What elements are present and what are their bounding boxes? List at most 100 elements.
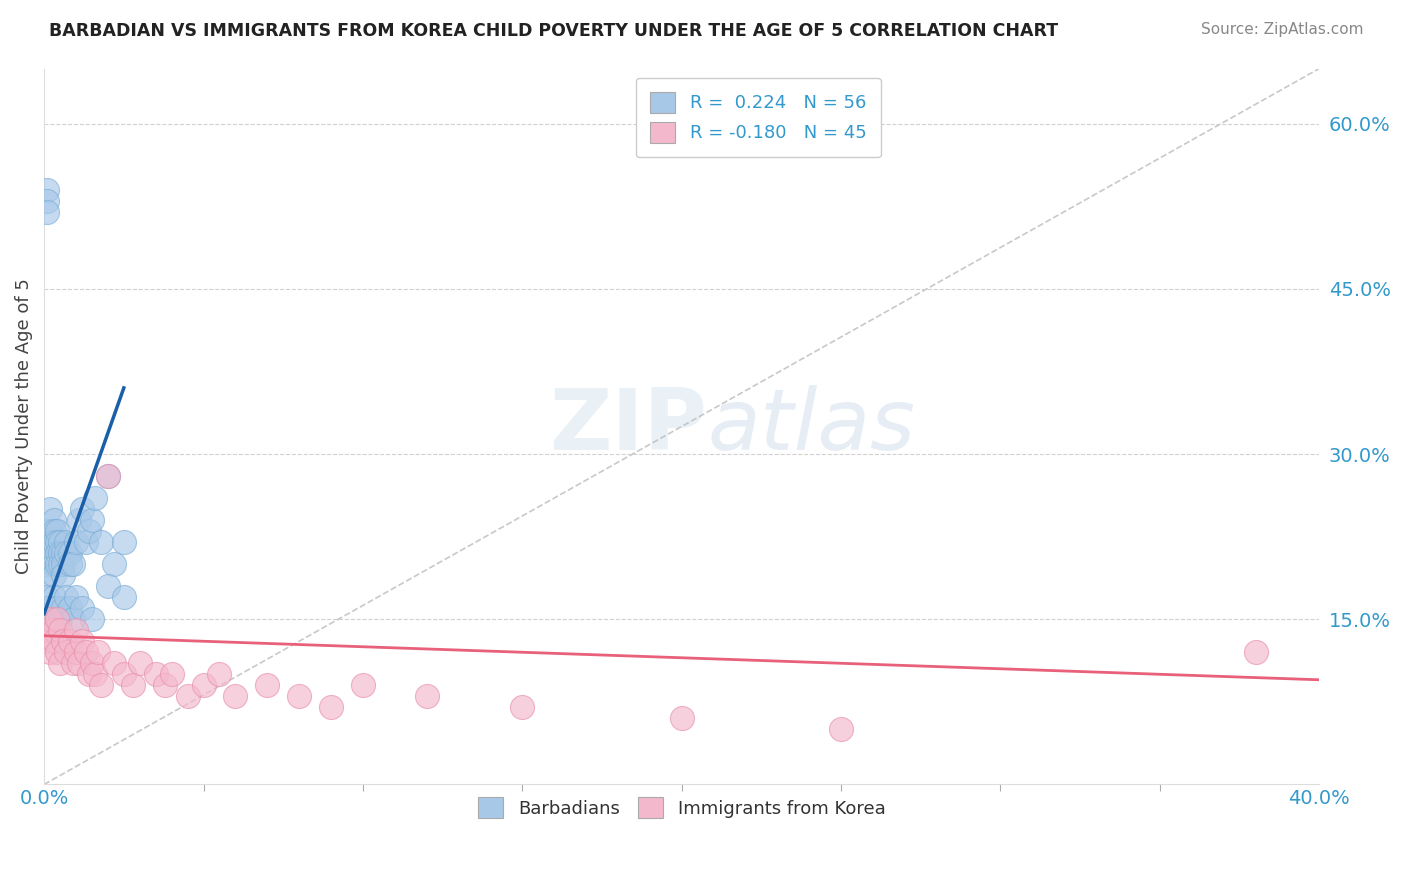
Point [52,634,75,648]
Point [52,601,75,615]
Point [80,657,103,671]
Point [90,535,112,549]
Point [39,601,62,615]
Point [49,546,72,560]
Point [84,491,107,505]
Point [37,612,59,626]
Point [49,535,72,549]
Point [45,546,67,560]
Point [42,568,65,582]
Point [37,601,59,615]
Point [39,524,62,538]
Text: atlas: atlas [707,385,915,468]
Point [62,657,84,671]
Point [39,535,62,549]
Point [37,568,59,582]
Point [52,568,75,582]
Point [49,657,72,671]
Point [59,601,82,615]
Point [352,678,374,692]
Point [77,667,100,681]
Point [37,183,59,197]
Point [55,645,77,659]
Point [77,524,100,538]
Point [80,513,103,527]
Point [37,194,59,208]
Point [176,690,198,704]
Point [256,678,278,692]
Point [510,700,533,714]
Point [155,678,177,692]
Point [62,557,84,571]
Point [37,557,59,571]
Point [49,624,72,638]
Point [84,667,107,681]
Point [80,612,103,626]
Point [55,546,77,560]
Point [193,678,215,692]
Point [67,657,90,671]
Point [37,624,59,638]
Point [208,667,231,681]
Point [37,590,59,604]
Point [65,645,87,659]
Point [97,469,120,483]
Point [37,634,59,648]
Point [45,524,67,538]
Point [42,513,65,527]
Point [52,557,75,571]
Text: ZIP: ZIP [550,385,707,468]
Point [45,535,67,549]
Point [55,590,77,604]
Text: Source: ZipAtlas.com: Source: ZipAtlas.com [1201,22,1364,37]
Point [75,535,97,549]
Point [67,513,90,527]
Point [65,590,87,604]
Point [97,579,120,593]
Point [112,667,135,681]
Point [72,601,94,615]
Point [45,612,67,626]
Point [671,711,693,725]
Point [39,612,62,626]
Point [112,535,135,549]
Point [45,645,67,659]
Point [122,678,145,692]
Point [59,546,82,560]
Point [97,469,120,483]
Point [65,535,87,549]
Point [55,535,77,549]
Y-axis label: Child Poverty Under the Age of 5: Child Poverty Under the Age of 5 [15,278,32,574]
Point [39,645,62,659]
Point [112,590,135,604]
Point [42,634,65,648]
Text: BARBADIAN VS IMMIGRANTS FROM KOREA CHILD POVERTY UNDER THE AGE OF 5 CORRELATION : BARBADIAN VS IMMIGRANTS FROM KOREA CHILD… [49,22,1059,40]
Point [145,667,167,681]
Point [103,657,125,671]
Point [415,690,437,704]
Point [39,546,62,560]
Point [830,723,852,737]
Point [65,624,87,638]
Point [128,657,150,671]
Point [42,590,65,604]
Point [1244,645,1267,659]
Point [72,502,94,516]
Point [42,557,65,571]
Point [42,524,65,538]
Point [45,557,67,571]
Point [224,690,246,704]
Point [288,690,311,704]
Point [319,700,342,714]
Point [52,546,75,560]
Point [75,645,97,659]
Point [87,645,110,659]
Point [42,535,65,549]
Point [39,502,62,516]
Point [103,557,125,571]
Point [72,634,94,648]
Point [45,601,67,615]
Point [59,634,82,648]
Point [49,557,72,571]
Point [59,557,82,571]
